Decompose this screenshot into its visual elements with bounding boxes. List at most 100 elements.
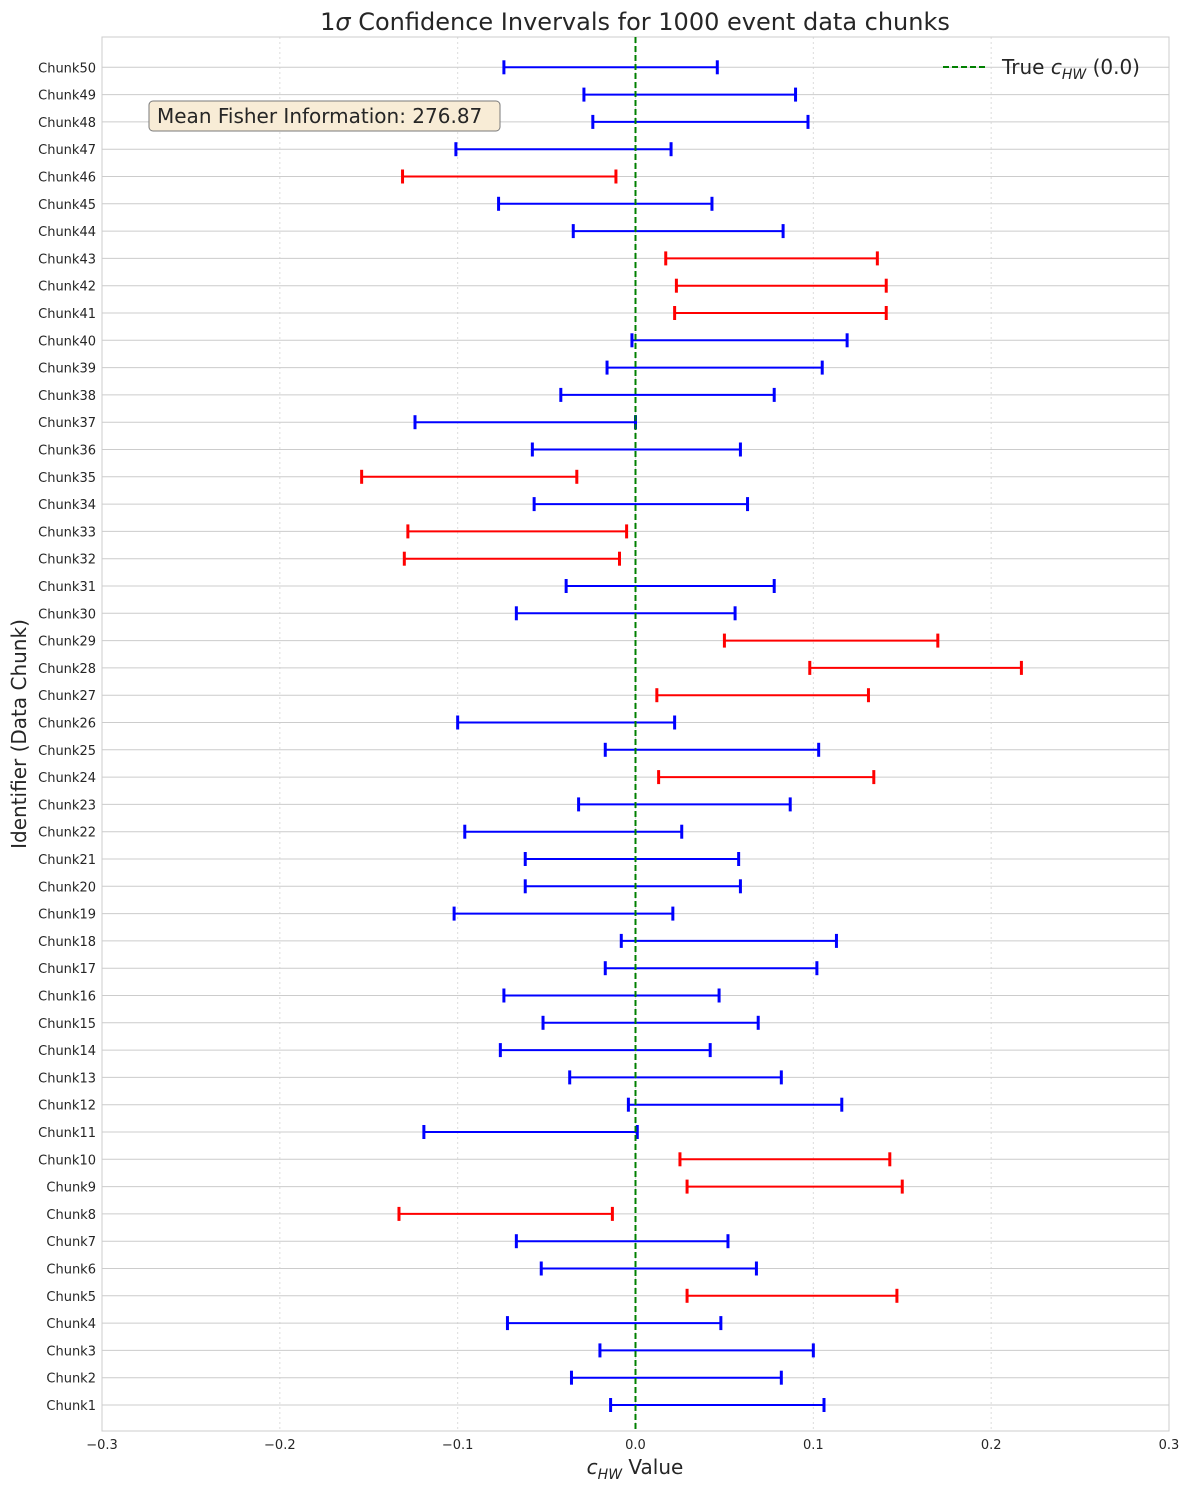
error-bar-chunk35 [360,469,579,484]
error-bar-chunk39 [605,360,824,375]
y-tick-label: Chunk48 [38,116,96,131]
y-tick-label: Chunk42 [38,280,96,295]
y-tick-label: Chunk29 [38,635,96,650]
x-tick-label: −0.2 [264,1438,296,1453]
x-tick-label: 0.2 [981,1438,1002,1453]
error-bar-chunk23 [577,797,792,812]
x-tick-label: −0.3 [86,1438,118,1453]
error-bar-chunk47 [454,142,673,157]
axis-ticks: −0.3 −0.2 −0.1 0.0 0.1 0.2 0.3 Chunk1 Chunk2 Chun… [38,61,1179,1453]
xlabel-c: c [587,1455,598,1479]
error-bar-chunk33 [406,524,629,539]
error-bar-chunk5 [685,1288,899,1303]
error-bar-chunk8 [397,1206,614,1221]
y-tick-label: Chunk19 [38,908,96,923]
chart-title: 1σ Confidence Invervals for 1000 event d… [320,8,950,36]
error-bar-chunk21 [523,852,741,866]
error-bar-chunk12 [626,1097,844,1112]
y-tick-label: Chunk21 [38,853,96,868]
y-tick-label: Chunk34 [38,498,96,513]
y-tick-label: Chunk28 [38,662,96,677]
error-bars [360,60,1023,1412]
y-tick-label: Chunk3 [46,1344,96,1359]
error-bar-chunk17 [603,961,819,976]
legend-part-1: True [1001,55,1051,79]
y-tick-label: Chunk8 [46,1208,96,1223]
error-bar-chunk16 [502,988,721,1003]
xlabel-sub: HW [598,1467,624,1483]
y-tick-label: Chunk50 [38,61,96,76]
error-bar-chunk11 [422,1125,639,1139]
error-bar-chunk40 [630,333,849,348]
y-tick-label: Chunk26 [38,717,96,732]
y-tick-label: Chunk4 [46,1317,96,1332]
error-bar-chunk46 [401,169,618,184]
error-bar-chunk29 [722,633,940,648]
y-tick-label: Chunk36 [38,444,96,459]
error-bar-chunk7 [514,1234,730,1249]
error-bar-chunk50 [502,60,719,75]
x-tick-label: 0.3 [1159,1438,1180,1453]
error-bar-chunk15 [541,1015,760,1030]
error-bar-chunk27 [655,688,870,703]
y-tick-label: Chunk16 [38,990,96,1005]
error-bar-chunk36 [530,442,742,457]
annotation-text: Mean Fisher Information: 276.87 [157,104,482,128]
error-bar-chunk31 [564,579,776,593]
y-tick-label: Chunk9 [46,1181,96,1196]
y-tick-label: Chunk17 [38,962,96,977]
y-tick-label: Chunk24 [38,771,96,786]
error-bar-chunk18 [619,933,838,948]
error-bar-chunk30 [514,606,737,621]
title-sigma: σ [335,8,351,36]
y-tick-label: Chunk45 [38,198,96,213]
y-tick-label: Chunk49 [38,89,96,104]
y-tick-label: Chunk25 [38,744,96,759]
x-tick-label: −0.1 [442,1438,474,1453]
error-bar-chunk43 [664,251,879,266]
y-tick-label: Chunk32 [38,553,96,568]
y-axis-label: Identifier (Data Chunk) [7,619,31,849]
legend-c: c [1051,55,1062,79]
title-part-1: 1 [320,8,335,36]
y-tick-label: Chunk39 [38,362,96,377]
y-tick-label: Chunk38 [38,389,96,404]
error-bar-chunk2 [569,1370,783,1385]
error-bar-chunk13 [568,1070,783,1085]
y-tick-label: Chunk15 [38,1017,96,1032]
error-bar-chunk45 [497,196,714,211]
y-tick-label: Chunk22 [38,826,96,841]
error-bar-chunk38 [559,387,776,402]
y-tick-label: Chunk41 [38,307,96,322]
error-bar-chunk44 [571,224,785,239]
y-tick-label: Chunk23 [38,798,96,813]
legend-part-4: (0.0) [1086,55,1140,79]
legend-sub: HW [1062,67,1088,83]
error-bar-chunk28 [808,660,1023,675]
y-tick-label: Chunk1 [46,1399,96,1414]
y-tick-label: Chunk18 [38,935,96,950]
legend: True cHW (0.0) [943,55,1140,83]
y-tick-label: Chunk13 [38,1071,96,1086]
y-tick-label: Chunk14 [38,1044,96,1059]
error-bar-chunk41 [673,306,888,320]
error-bar-chunk25 [603,742,821,757]
error-bar-chunk10 [678,1152,892,1167]
y-tick-label: Chunk10 [38,1153,96,1168]
y-tick-label: Chunk35 [38,471,96,486]
error-bar-chunk42 [674,278,888,293]
y-tick-label: Chunk40 [38,334,96,349]
error-bar-chunk48 [591,114,810,129]
error-bar-chunk26 [456,715,677,730]
y-tick-label: Chunk5 [46,1290,96,1305]
annotation-box: Mean Fisher Information: 276.87 [148,100,501,132]
y-tick-label: Chunk37 [38,416,96,431]
error-bar-chunk9 [685,1179,904,1194]
error-bar-chunk24 [657,770,876,785]
y-tick-label: Chunk30 [38,607,96,622]
x-axis-label: cHW Value [587,1455,684,1483]
y-tick-label: Chunk7 [46,1235,96,1250]
legend-label: True cHW (0.0) [1001,55,1140,83]
title-part-3: Confidence Invervals for 1000 event data… [351,8,950,36]
error-bar-chunk20 [523,879,742,894]
